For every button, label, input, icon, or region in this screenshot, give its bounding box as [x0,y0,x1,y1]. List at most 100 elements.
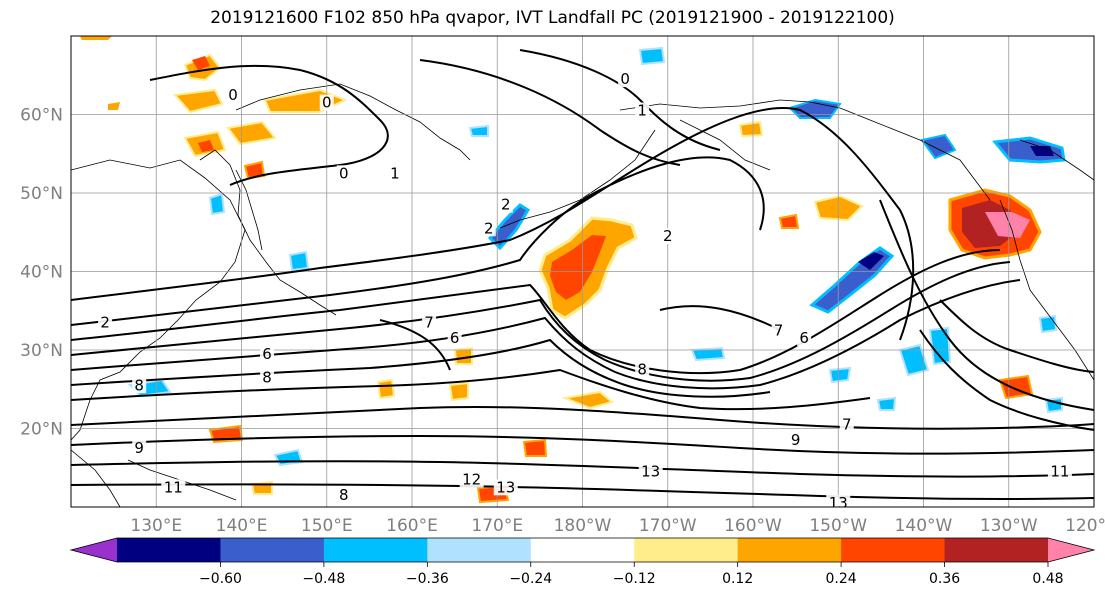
colorbar-segment [323,538,428,562]
longitude-tick-label: 130°E [130,516,182,536]
longitude-tick-label: 170°W [639,516,697,536]
latitude-tick-label: 50°N [20,184,63,204]
contour-label: 9 [134,439,144,457]
contour-label-bg [635,361,650,378]
contour-label: 7 [842,416,852,434]
colorbar-segment [737,538,842,562]
contour-label: 12 [462,470,481,488]
contour-label: 7 [774,321,784,339]
colorbar-extend-high [1048,538,1094,562]
contour-label: 0 [339,164,349,182]
colorbar-outline [69,537,1096,563]
contour-label: 6 [262,345,272,363]
colorbar-segment [944,538,1049,562]
contour-label-bg [387,165,402,182]
longitude-labels: 130°E 140°E 150°E 160°E 170°E 180°W 170°W 160°W… [130,516,1105,536]
contour-label: 8 [637,361,647,379]
latitude-labels: 20°N 30°N 40°N 50°N 60°N [20,106,63,440]
shading-layer [80,36,1066,504]
contour-label: 1 [390,164,400,182]
contour-label-bg [161,479,186,496]
contour-label-bg [132,440,147,457]
contour-label: 9 [791,431,801,449]
contour-label: 2 [1098,416,1105,434]
contour-label-bg [1096,417,1105,433]
colorbar-tick-label: 0.36 [929,571,960,587]
graticule [71,36,1094,507]
contour-label-bg [635,102,650,119]
longitude-tick-label: 150°W [809,516,867,536]
latitude-tick-label: 20°N [20,420,63,440]
contour-label: 8 [339,486,349,504]
contour-label-bg [132,377,147,394]
contour-label: 2 [501,196,511,214]
contour-label-bg [447,330,462,347]
contour-label-bg [422,314,437,331]
contour-label-bg [319,94,334,111]
contour-label: 11 [164,478,183,496]
colorbar-segment [427,538,532,562]
contour-label-bg [498,196,513,213]
latitude-tick-label: 40°N [20,263,63,283]
contour-label-bg [660,228,675,245]
contour-label-bg [839,416,854,433]
contour-label-bg [493,479,518,496]
contour-label-bg [638,463,663,480]
contour-label-bg [481,220,496,237]
contour-label: 0 [620,70,630,88]
colorbar-tick-label: −0.12 [613,571,656,587]
longitude-tick-label: 120°W [1065,516,1105,536]
longitude-tick-label: 140°W [895,516,953,536]
latitude-tick-label: 60°N [20,106,63,126]
colorbar-tick-label: −0.36 [406,571,449,587]
contour-label-bg [618,71,633,88]
contour-label: 7 [424,313,434,331]
contour-label: 13 [496,478,515,496]
contour-label: 0 [228,86,238,104]
contour-label: 0 [322,94,332,112]
longitude-tick-label: 160°W [724,516,782,536]
contour-label-bg [260,345,275,362]
colorbar: −0.60 −0.48 −0.36 −0.24 −0.12 0.12 0.24 0.36 0.4… [69,537,1096,587]
colorbar-tick-label: 0.24 [826,571,857,587]
contour-label-bg [826,495,851,507]
colorbar-segment [117,538,221,562]
map-frame [70,35,1095,508]
colorbar-tick-label: −0.60 [199,571,242,587]
colorbar-tick-label: 0.48 [1032,571,1063,587]
longitude-tick-label: 130°W [980,516,1038,536]
colorbar-tick-label: 0.12 [722,571,753,587]
contour-label: 2 [484,219,494,237]
contour-label: 2 [663,227,673,245]
contour-label: 13 [641,463,660,481]
colorbar-segment [841,538,946,562]
longitude-tick-label: 150°E [301,516,353,536]
contour-layer [71,49,1094,501]
colorbar-extend-low [71,538,117,562]
longitude-tick-label: 180°W [554,516,612,536]
longitude-tick-label: 170°E [471,516,523,536]
contour-label-bg [459,471,484,488]
contour-label-bg [260,369,275,386]
contour-label-bg [788,432,803,449]
contour-label: 13 [829,494,848,512]
contour-label: 6 [799,329,809,347]
contour-labels: 0001012222768896876791181213131311102 [98,70,1105,512]
contour-label: 11 [1050,463,1069,481]
contour-label-bg [771,322,786,339]
longitude-tick-label: 140°E [216,516,268,536]
contour-label-bg [98,314,113,331]
contour-label: 2 [100,313,110,331]
colorbar-segment [220,538,325,562]
longitude-tick-label: 160°E [386,516,438,536]
contour-label: 1 [637,102,647,120]
contour-label-bg [797,330,812,347]
map-title: 2019121600 F102 850 hPa qvapor, IVT Land… [210,8,895,28]
latitude-tick-label: 30°N [20,341,63,361]
contour-label: 8 [134,376,144,394]
contour-label: 8 [262,368,272,386]
contour-label-bg [1047,463,1072,480]
contour-label-bg [336,487,351,504]
colorbar-segment [530,538,635,562]
